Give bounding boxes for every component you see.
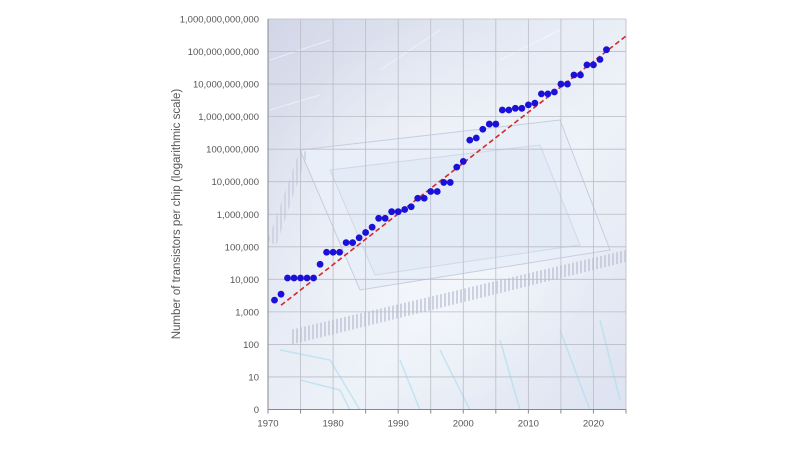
data-point	[303, 274, 311, 282]
data-point	[544, 90, 552, 98]
data-point	[603, 46, 610, 54]
y-axis-title: Number of transistors per chip (logarith…	[171, 89, 183, 340]
y-tick-label: 100	[243, 340, 259, 351]
data-point	[524, 101, 532, 109]
y-tick-label: 10,000	[230, 275, 259, 286]
x-tick-label: 1970	[257, 419, 278, 430]
x-tick-label: 2000	[453, 419, 474, 430]
y-tick-label: 1,000	[235, 307, 259, 318]
y-tick-label: 100,000,000	[206, 145, 259, 156]
x-tick-label: 2010	[518, 419, 539, 430]
data-point	[349, 239, 357, 247]
y-tick-label: 0	[254, 405, 259, 416]
data-point	[537, 90, 545, 98]
data-point	[316, 260, 324, 268]
data-point	[511, 104, 519, 112]
data-point	[505, 106, 513, 114]
data-point	[485, 120, 493, 128]
data-point	[498, 106, 506, 114]
data-point	[401, 206, 409, 213]
grid	[267, 18, 627, 410]
data-point	[271, 296, 278, 304]
data-point	[564, 80, 571, 88]
data-point	[355, 234, 363, 242]
data-point	[310, 274, 317, 282]
data-point	[557, 80, 565, 88]
y-tick-labels: 0 10 100 1,000 10,000 100,000 1,000,000 10,000,…	[180, 15, 259, 417]
data-point	[375, 214, 383, 222]
data-point	[446, 179, 454, 186]
data-point	[277, 290, 285, 298]
data-point	[577, 71, 584, 79]
x-tick-labels: 1970 1980 1990 2000 2010 2020	[257, 419, 604, 430]
y-tick-label: 100,000	[225, 242, 259, 253]
data-point	[433, 188, 441, 195]
data-point	[472, 134, 480, 142]
data-point	[570, 71, 578, 79]
data-point	[414, 194, 422, 202]
y-tick-label: 1,000,000,000	[198, 112, 259, 123]
y-tick-label: 10,000,000,000	[193, 80, 259, 91]
data-point	[492, 120, 500, 128]
data-point	[290, 274, 298, 282]
data-point	[583, 61, 591, 69]
data-point	[284, 274, 291, 282]
x-tick-label: 1980	[323, 419, 344, 430]
y-tick-label: 10	[248, 372, 259, 383]
data-point	[381, 214, 389, 222]
data-point	[479, 125, 487, 133]
data-points	[271, 46, 610, 304]
data-point	[336, 248, 343, 256]
data-point	[329, 248, 337, 256]
y-tick-label: 1,000,000	[217, 210, 259, 221]
data-point	[466, 136, 474, 144]
data-point	[420, 194, 428, 202]
data-point	[362, 229, 370, 236]
data-point	[297, 274, 304, 282]
x-tick-label: 2020	[583, 419, 604, 430]
data-point	[394, 208, 402, 216]
data-point	[388, 208, 396, 216]
data-point	[459, 158, 467, 165]
data-point	[323, 248, 330, 256]
data-point	[427, 188, 435, 195]
data-point	[596, 56, 604, 63]
data-point	[590, 61, 597, 69]
data-point	[368, 223, 376, 231]
axes	[267, 19, 627, 414]
data-point	[453, 163, 461, 171]
y-tick-label: 1,000,000,000,000	[180, 15, 259, 26]
data-point	[518, 104, 526, 112]
data-point	[531, 99, 539, 107]
data-point	[342, 239, 350, 247]
data-point	[551, 88, 558, 96]
y-tick-label: 100,000,000,000	[188, 47, 259, 58]
data-point	[440, 179, 448, 186]
x-tick-label: 1990	[388, 419, 409, 430]
data-point	[407, 203, 415, 211]
y-tick-label: 10,000,000	[211, 177, 259, 188]
